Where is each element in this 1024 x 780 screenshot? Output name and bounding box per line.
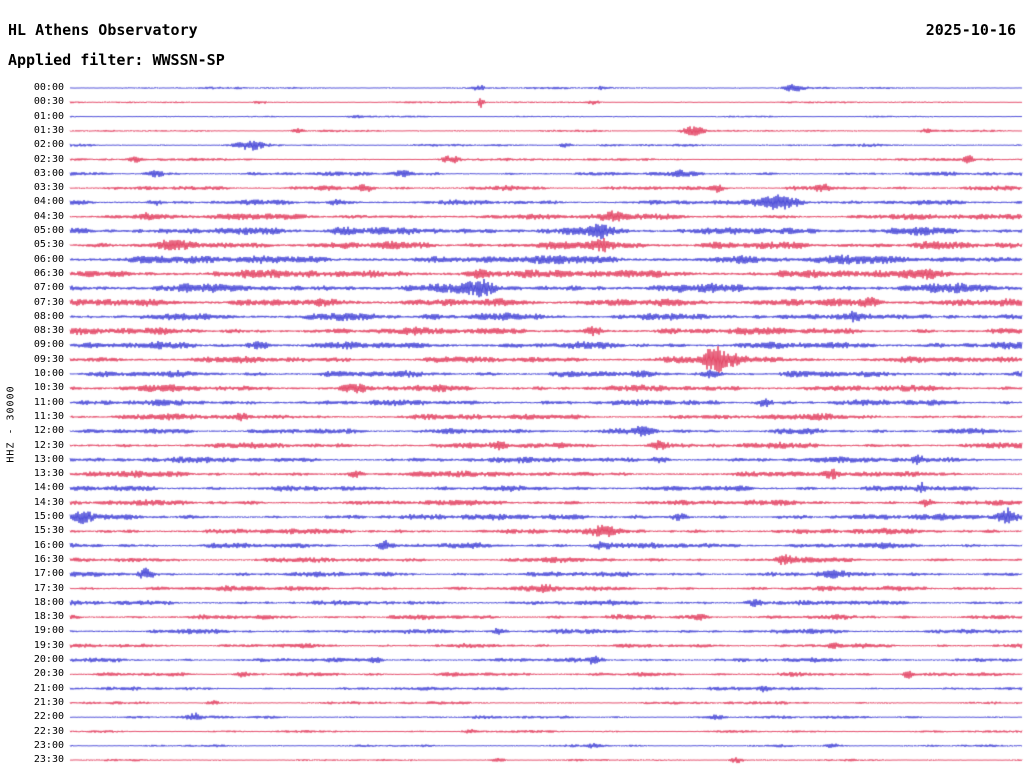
time-label: 19:30 (33, 639, 64, 651)
time-label: 02:30 (33, 153, 64, 165)
time-label: 23:30 (33, 754, 64, 766)
time-label: 15:00 (33, 511, 64, 522)
time-label: 11:30 (33, 410, 64, 422)
time-label: 01:00 (33, 110, 64, 122)
time-label: 14:00 (33, 482, 64, 494)
time-label: 23:00 (33, 739, 64, 751)
time-label: 08:00 (33, 310, 64, 322)
time-label: 08:30 (33, 325, 64, 337)
time-label: 10:00 (33, 368, 64, 379)
time-label: 19:00 (33, 625, 64, 637)
time-label: 16:00 (33, 539, 64, 551)
time-label: 04:00 (33, 196, 64, 208)
time-label: 20:30 (33, 668, 64, 680)
time-label: 09:00 (33, 339, 64, 351)
time-label: 06:00 (33, 253, 64, 265)
time-label: 13:00 (33, 453, 64, 465)
time-label: 22:30 (33, 725, 64, 737)
time-label: 12:00 (33, 425, 64, 437)
time-label: 16:30 (33, 553, 64, 565)
time-label: 12:30 (33, 439, 64, 451)
time-label: 17:30 (33, 582, 64, 594)
time-label: 07:30 (33, 296, 64, 308)
time-label: 10:30 (33, 382, 64, 394)
time-label: 07:00 (33, 282, 64, 294)
time-label: 21:30 (33, 696, 64, 708)
time-label: 05:30 (33, 239, 64, 251)
time-label: 00:30 (33, 96, 64, 108)
time-label: 03:00 (33, 167, 64, 179)
time-label: 04:30 (33, 210, 64, 222)
time-label: 14:30 (33, 496, 64, 508)
time-label: 02:00 (33, 139, 64, 151)
time-label: 18:30 (33, 611, 64, 623)
time-label: 21:00 (33, 682, 64, 694)
time-label: 17:00 (33, 568, 64, 580)
time-label: 01:30 (33, 124, 64, 136)
time-label: 15:30 (33, 525, 64, 537)
time-label: 06:30 (33, 267, 64, 279)
time-label: 05:00 (33, 225, 64, 236)
time-label: 11:00 (33, 396, 64, 408)
time-label: 18:00 (33, 596, 64, 608)
time-label: 13:30 (33, 468, 64, 480)
plot-date: 2025-10-16 (925, 21, 1016, 39)
filter-label: Applied filter: WWSSN-SP (8, 51, 225, 69)
time-label: 22:00 (33, 711, 64, 723)
time-label: 00:00 (33, 82, 64, 93)
time-label: 03:30 (33, 182, 64, 194)
page-title: HL Athens Observatory (8, 21, 198, 39)
time-label: 09:30 (33, 353, 64, 365)
time-label: 20:00 (33, 654, 64, 665)
